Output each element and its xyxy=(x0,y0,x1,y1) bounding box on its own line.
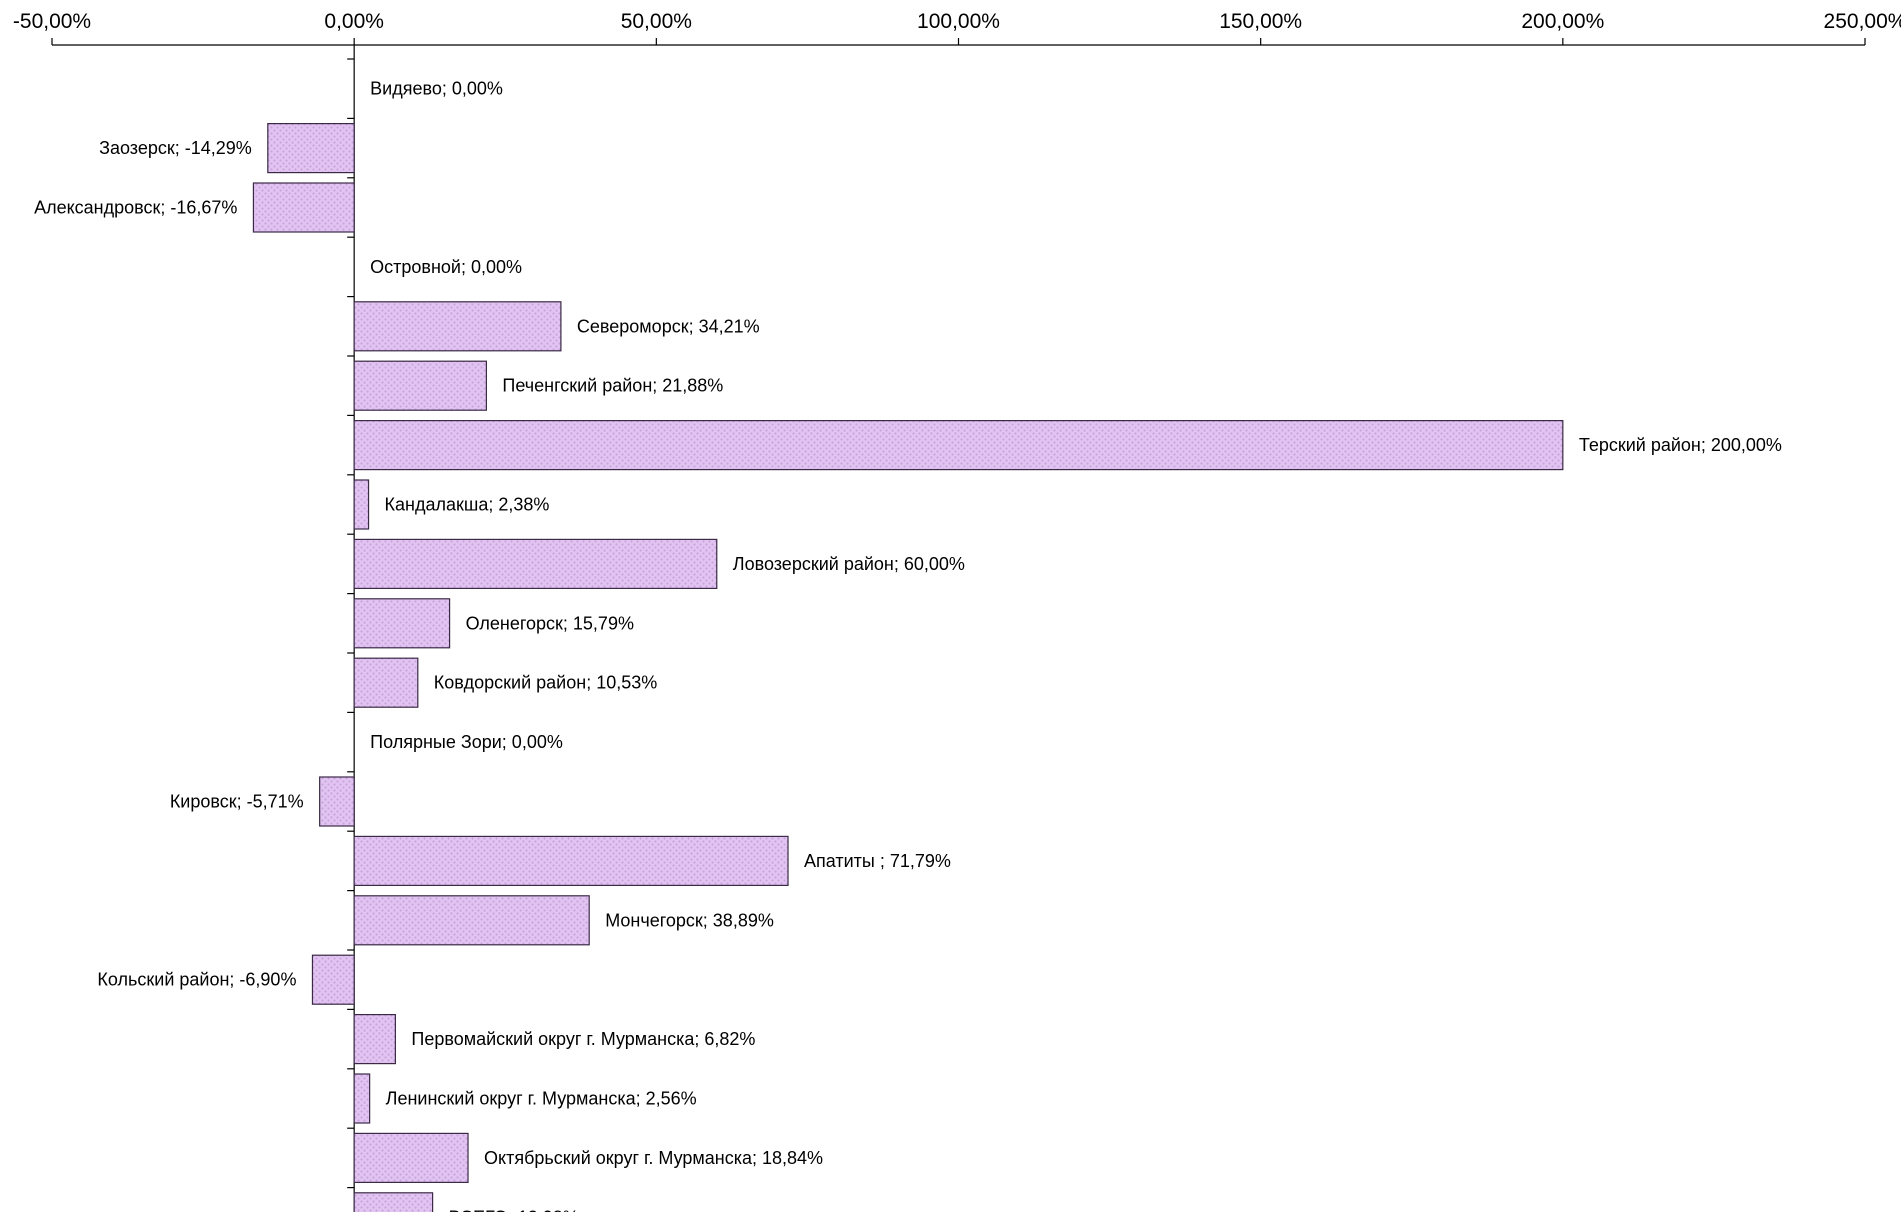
x-tick-label: 250,00% xyxy=(1824,10,1901,33)
x-axis: -50,00% 0,00% 50,00% 100,00% 150,00% 200,00% 2… xyxy=(13,10,1901,46)
bar-data-label: ВСЕГО; 12,98% xyxy=(449,1207,579,1212)
bar xyxy=(353,1132,469,1184)
bar-data-label: Ловозерский район; 60,00% xyxy=(733,554,965,574)
bar-data-label: Кировск; -5,71% xyxy=(170,792,304,812)
x-tick-label: 150,00% xyxy=(1219,10,1302,33)
bar xyxy=(353,1192,434,1212)
bars xyxy=(252,122,1564,1212)
bar-data-label: Кольский район; -6,90% xyxy=(97,970,296,990)
bar xyxy=(252,182,355,233)
bar-data-label: Терский район; 200,00% xyxy=(1579,435,1782,455)
bar-data-label: Александровск; -16,67% xyxy=(34,198,237,218)
bar-data-label: Островной; 0,00% xyxy=(370,257,522,277)
data-labels: Видяево; 0,00% Заозерск; -14,29% Александр… xyxy=(34,79,1782,1212)
bar xyxy=(353,598,451,649)
bar-data-label: Видяево; 0,00% xyxy=(370,79,503,99)
bar xyxy=(353,895,590,946)
x-tick-label: 50,00% xyxy=(621,10,692,33)
bar xyxy=(353,420,1564,471)
bar-data-label: Ленинский округ г. Мурманска; 2,56% xyxy=(386,1089,697,1109)
bar-data-label: Первомайский округ г. Мурманска; 6,82% xyxy=(411,1029,755,1049)
x-tick-label: 200,00% xyxy=(1521,10,1604,33)
bar xyxy=(353,538,718,590)
bar xyxy=(353,1073,371,1124)
bar xyxy=(311,954,355,1005)
bar-data-label: Печенгский район; 21,88% xyxy=(502,376,723,396)
bar xyxy=(353,1013,396,1065)
bar xyxy=(353,657,419,708)
bar-data-label: Полярные Зори; 0,00% xyxy=(370,732,563,752)
bar xyxy=(319,776,355,827)
bar-data-label: Апатиты ; 71,79% xyxy=(804,851,951,871)
x-tick-label: 0,00% xyxy=(324,10,384,33)
bar-data-label: Ковдорский район; 10,53% xyxy=(434,673,657,693)
bar-data-label: Октябрьский округ г. Мурманска; 18,84% xyxy=(484,1148,823,1168)
bar-data-label: Оленегорск; 15,79% xyxy=(466,613,634,633)
bar xyxy=(353,479,370,530)
bar xyxy=(353,301,562,352)
bar xyxy=(353,360,487,411)
bar-data-label: Североморск; 34,21% xyxy=(577,316,760,336)
bar xyxy=(353,835,789,887)
bar-data-label: Заозерск; -14,29% xyxy=(99,138,252,158)
bar-data-label: Кандалакша; 2,38% xyxy=(385,495,550,515)
bar-data-label: Мончегорск; 38,89% xyxy=(605,910,774,930)
bar xyxy=(267,122,355,174)
x-tick-label: 100,00% xyxy=(917,10,1000,33)
x-tick-label: -50,00% xyxy=(13,10,91,33)
